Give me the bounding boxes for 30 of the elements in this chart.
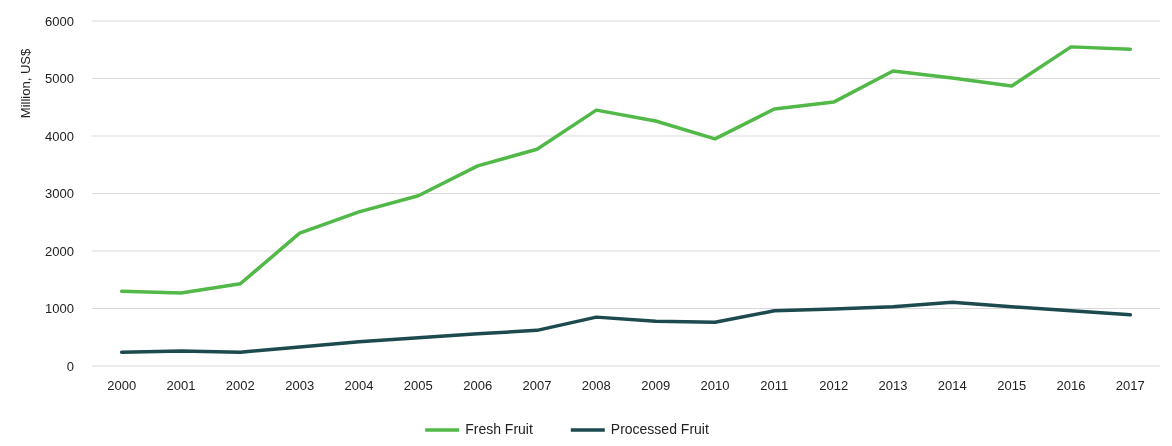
x-tick-label: 2000 — [107, 378, 137, 393]
x-tick-label: 2014 — [937, 378, 967, 393]
line-series — [119, 45, 1133, 295]
y-tick-label: 1000 — [45, 301, 74, 317]
x-tick-label: 2007 — [522, 378, 552, 393]
x-tick-label: 2002 — [225, 378, 255, 393]
x-tick-label: 2012 — [819, 378, 849, 393]
y-tick-label: 2000 — [45, 243, 74, 259]
y-tick-label: 6000 — [45, 13, 74, 29]
x-tick-label: 2003 — [285, 378, 315, 393]
line-series — [119, 300, 1133, 354]
legend-label: Fresh Fruit — [465, 421, 533, 437]
x-tick-label: 2006 — [463, 378, 493, 393]
x-tick-label: 2005 — [403, 378, 433, 393]
x-tick-label: 2017 — [1115, 378, 1145, 393]
x-tick-label: 2011 — [760, 378, 789, 393]
y-tick-label: 4000 — [45, 128, 74, 144]
x-tick-label: 2010 — [700, 378, 730, 393]
x-tick-label: 2004 — [344, 378, 374, 393]
x-tick-label: 2013 — [878, 378, 908, 393]
y-tick-label: 0 — [66, 358, 74, 374]
legend-label: Processed Fruit — [610, 421, 709, 437]
x-tick-label: 2016 — [1056, 378, 1086, 393]
x-tick-label: 2009 — [641, 378, 671, 393]
y-tick-label: 3000 — [45, 186, 74, 202]
x-tick-label: 2001 — [166, 378, 196, 393]
x-tick-label: 2015 — [997, 378, 1027, 393]
x-tick-label: 2008 — [581, 378, 611, 393]
y-axis-title: Million, US$ — [18, 48, 33, 119]
y-tick-label: 5000 — [45, 71, 74, 87]
